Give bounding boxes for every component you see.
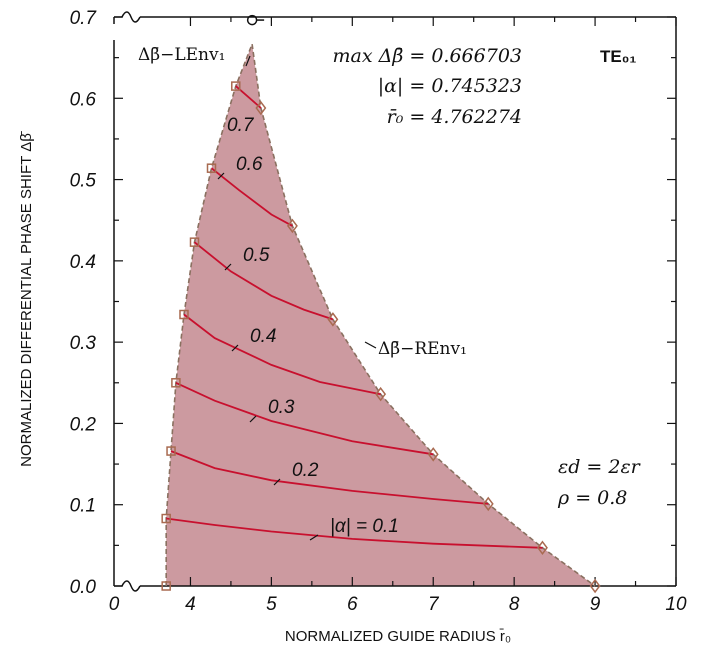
x-tick-label: 7 [428, 594, 440, 615]
right-envelope-diamond-marker [375, 386, 387, 402]
y-axis-title: NORMALIZED DIFFERENTIAL PHASE SHIFT Δβ̄ [18, 131, 35, 467]
right-envelope-diamond-marker [537, 540, 548, 556]
rho-text: ρ = 0.8 [557, 487, 627, 509]
curve-label-leader [217, 172, 225, 180]
curve-label: |α| = 0.1 [330, 516, 399, 537]
left-envelope-square-marker [161, 513, 171, 524]
x-tick-label: 10 [665, 594, 687, 615]
tick-labels-layer: 0.0 0.1 0.2 0.3 0.4 0.5 0.6 0.7 0 4 5 6 7 8 9 10 [70, 8, 687, 615]
y-tick-label: 0.3 [70, 333, 97, 354]
left-envelope-square-marker [166, 446, 176, 456]
y-tick-label: 0.2 [70, 414, 97, 435]
right-envelope-diamond-marker [255, 100, 267, 116]
max-shift-text: max Δβ̄ = 0.666703 [333, 45, 522, 67]
alpha-curve [183, 313, 381, 396]
markers-layer [161, 14, 601, 594]
curve-label: 0.2 [292, 460, 319, 481]
curve-label-leader [309, 534, 319, 541]
plot-frame [113, 11, 677, 592]
x-tick-label: 8 [509, 594, 520, 615]
right-envelope-diamond-marker [482, 496, 494, 512]
mode-badge: TE₀₁ [600, 47, 636, 66]
x-axis-title: NORMALIZED GUIDE RADIUS r̄₀ [285, 628, 511, 645]
alpha-curve [193, 241, 334, 321]
curve-label: 0.7 [227, 115, 255, 136]
y-tick-label: 0.0 [70, 577, 97, 598]
max-radius-text: r̄₀ = 4.762274 [387, 106, 522, 128]
y-tick-label: 0.1 [70, 496, 96, 517]
curve-label: 0.3 [268, 397, 295, 418]
x-tick-label: 9 [590, 594, 601, 615]
left-envelope-square-marker [206, 163, 217, 173]
curve-label-leader [231, 344, 239, 352]
alpha-curve [175, 381, 434, 456]
left-envelope-leader [245, 55, 251, 67]
y-tick-label: 0.4 [70, 252, 96, 273]
right-envelope-diamond-marker [427, 447, 439, 462]
curve-label: 0.6 [236, 154, 263, 175]
envelope-fill-layer [166, 44, 596, 587]
left-envelope-square-marker [171, 378, 181, 388]
left-envelope-square-marker [161, 581, 171, 591]
right-envelope-diamond-marker [286, 218, 298, 234]
x-tick-label: 6 [347, 594, 358, 615]
alpha-curve [210, 167, 293, 227]
curve-label: 0.5 [243, 245, 270, 266]
x-tick-label: 5 [266, 594, 277, 615]
right-envelope-label: Δβ̄−REnv₁ [378, 339, 467, 359]
left-envelope-square-marker [189, 237, 200, 247]
curve-label-leader [224, 263, 232, 271]
x-tick-label: 4 [185, 594, 196, 615]
max-alpha-text: |α| = 0.745323 [378, 75, 522, 97]
y-tick-label: 0.5 [70, 171, 97, 192]
left-envelope-square-marker [231, 81, 241, 91]
curve-label: 0.4 [250, 326, 276, 347]
top-axis-break [121, 11, 141, 23]
alpha-curve [170, 450, 489, 505]
permittivity-text: εd = 2εr [558, 456, 642, 478]
right-envelope-leader [364, 341, 377, 349]
y-tick-label: 0.7 [70, 8, 98, 29]
right-envelope-diamond-marker [327, 312, 339, 327]
right-envelope-diamond-marker [589, 578, 601, 594]
bottom-axis-break [121, 580, 141, 592]
left-envelope-label: Δβ̄−LEnv₁ [138, 45, 225, 65]
curve-label-leader [249, 415, 257, 423]
left-envelope-square-marker [179, 309, 189, 320]
curve-labels-layer: |α| = 0.1 0.2 0.3 0.4 0.5 0.6 0.7 [217, 115, 399, 541]
x-tick-label: 0 [109, 594, 120, 615]
alpha-curve [166, 517, 543, 549]
y-tick-label: 0.6 [70, 89, 97, 110]
envelope-region [166, 44, 596, 587]
curve-label-leader [273, 478, 281, 486]
